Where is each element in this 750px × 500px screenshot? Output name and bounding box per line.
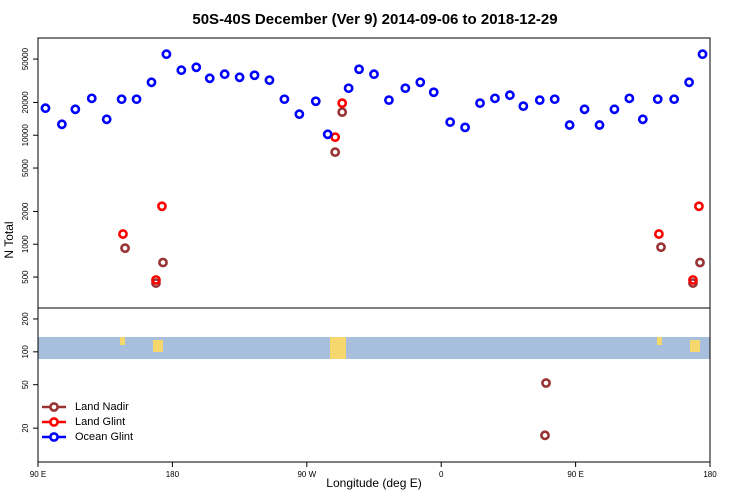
land-patch bbox=[690, 340, 700, 352]
legend-label: Land Glint bbox=[75, 416, 125, 428]
data-point bbox=[219, 69, 230, 80]
data-point bbox=[669, 94, 680, 105]
data-point bbox=[549, 94, 560, 105]
data-point bbox=[131, 94, 142, 105]
data-point bbox=[354, 64, 364, 75]
legend-marker bbox=[49, 402, 59, 412]
data-point bbox=[564, 120, 575, 130]
data-point bbox=[161, 49, 172, 60]
data-point bbox=[157, 201, 167, 212]
y-axis-label: N Total bbox=[2, 221, 16, 258]
data-point bbox=[151, 275, 161, 285]
data-point bbox=[490, 93, 500, 104]
data-point bbox=[118, 229, 128, 239]
y-tick-label: 20 bbox=[21, 423, 30, 432]
x-tick-label: 90 E bbox=[30, 470, 46, 479]
y-tick-label: 500 bbox=[21, 270, 30, 284]
data-point bbox=[684, 77, 694, 88]
data-point bbox=[654, 229, 664, 239]
y-tick-label: 20000 bbox=[21, 91, 30, 114]
data-point bbox=[518, 101, 529, 112]
data-point bbox=[322, 129, 333, 140]
y-tick-label: 200 bbox=[21, 312, 30, 326]
data-point bbox=[504, 90, 515, 101]
data-point bbox=[204, 73, 215, 84]
data-point bbox=[609, 104, 620, 115]
bottom-panel-frame bbox=[37, 307, 711, 463]
data-point bbox=[70, 104, 81, 115]
data-point bbox=[40, 103, 51, 114]
data-point bbox=[158, 257, 168, 268]
data-point bbox=[176, 65, 187, 76]
x-tick-label: 90 W bbox=[297, 470, 316, 479]
data-point bbox=[688, 275, 698, 285]
x-tick-label: 180 bbox=[703, 470, 717, 479]
legend-marker bbox=[49, 417, 59, 427]
land-patch bbox=[330, 337, 346, 359]
data-point bbox=[695, 257, 705, 268]
data-point bbox=[428, 87, 439, 98]
data-point bbox=[637, 114, 648, 125]
data-point bbox=[534, 95, 545, 106]
data-point bbox=[116, 94, 127, 105]
data-point bbox=[445, 117, 456, 127]
data-point bbox=[101, 114, 112, 125]
land-patch bbox=[153, 340, 163, 352]
legend-label: Ocean Glint bbox=[75, 431, 133, 443]
ocean-band bbox=[38, 337, 710, 359]
x-tick-label: 180 bbox=[166, 470, 180, 479]
data-point bbox=[369, 69, 379, 80]
data-point bbox=[384, 95, 394, 106]
data-point bbox=[191, 62, 202, 73]
data-point bbox=[56, 119, 67, 130]
land-mask-band bbox=[38, 337, 710, 359]
data-point bbox=[264, 75, 275, 86]
data-point bbox=[624, 93, 635, 104]
data-point bbox=[415, 77, 426, 88]
data-point bbox=[337, 107, 348, 118]
data-point bbox=[337, 98, 348, 109]
y-tick-label: 50000 bbox=[21, 47, 30, 70]
data-point bbox=[294, 109, 305, 120]
data-point bbox=[694, 201, 704, 212]
data-point bbox=[330, 147, 341, 158]
y-tick-label: 1000 bbox=[21, 235, 30, 253]
data-point bbox=[249, 70, 260, 81]
y-tick-label: 50 bbox=[21, 380, 30, 389]
data-point bbox=[120, 243, 130, 254]
x-tick-label: 0 bbox=[439, 470, 444, 479]
data-point bbox=[541, 378, 551, 388]
y-tick-label: 5000 bbox=[21, 159, 30, 177]
data-point bbox=[697, 49, 708, 60]
data-point bbox=[460, 122, 470, 133]
data-point bbox=[86, 93, 97, 104]
data-point bbox=[330, 132, 341, 143]
y-tick-label: 2000 bbox=[21, 202, 30, 220]
y-tick-label: 10000 bbox=[21, 124, 30, 147]
data-point bbox=[279, 94, 290, 105]
data-point bbox=[146, 77, 157, 88]
data-point bbox=[310, 96, 321, 107]
data-point bbox=[343, 83, 354, 94]
legend-label: Land Nadir bbox=[75, 401, 129, 413]
chart-title: 50S-40S December (Ver 9) 2014-09-06 to 2… bbox=[192, 11, 557, 28]
data-point bbox=[656, 242, 666, 253]
data-point bbox=[234, 72, 245, 83]
legend-marker bbox=[49, 432, 59, 442]
data-point bbox=[594, 120, 605, 130]
land-patch bbox=[120, 337, 125, 345]
land-patch bbox=[657, 337, 662, 345]
x-axis-label: Longitude (deg E) bbox=[326, 476, 421, 490]
data-point bbox=[579, 104, 590, 115]
data-point bbox=[652, 94, 663, 105]
data-point bbox=[475, 98, 485, 109]
x-tick-label: 90 E bbox=[567, 470, 583, 479]
data-point bbox=[400, 83, 411, 94]
data-point bbox=[540, 430, 550, 441]
y-tick-label: 100 bbox=[21, 345, 30, 359]
